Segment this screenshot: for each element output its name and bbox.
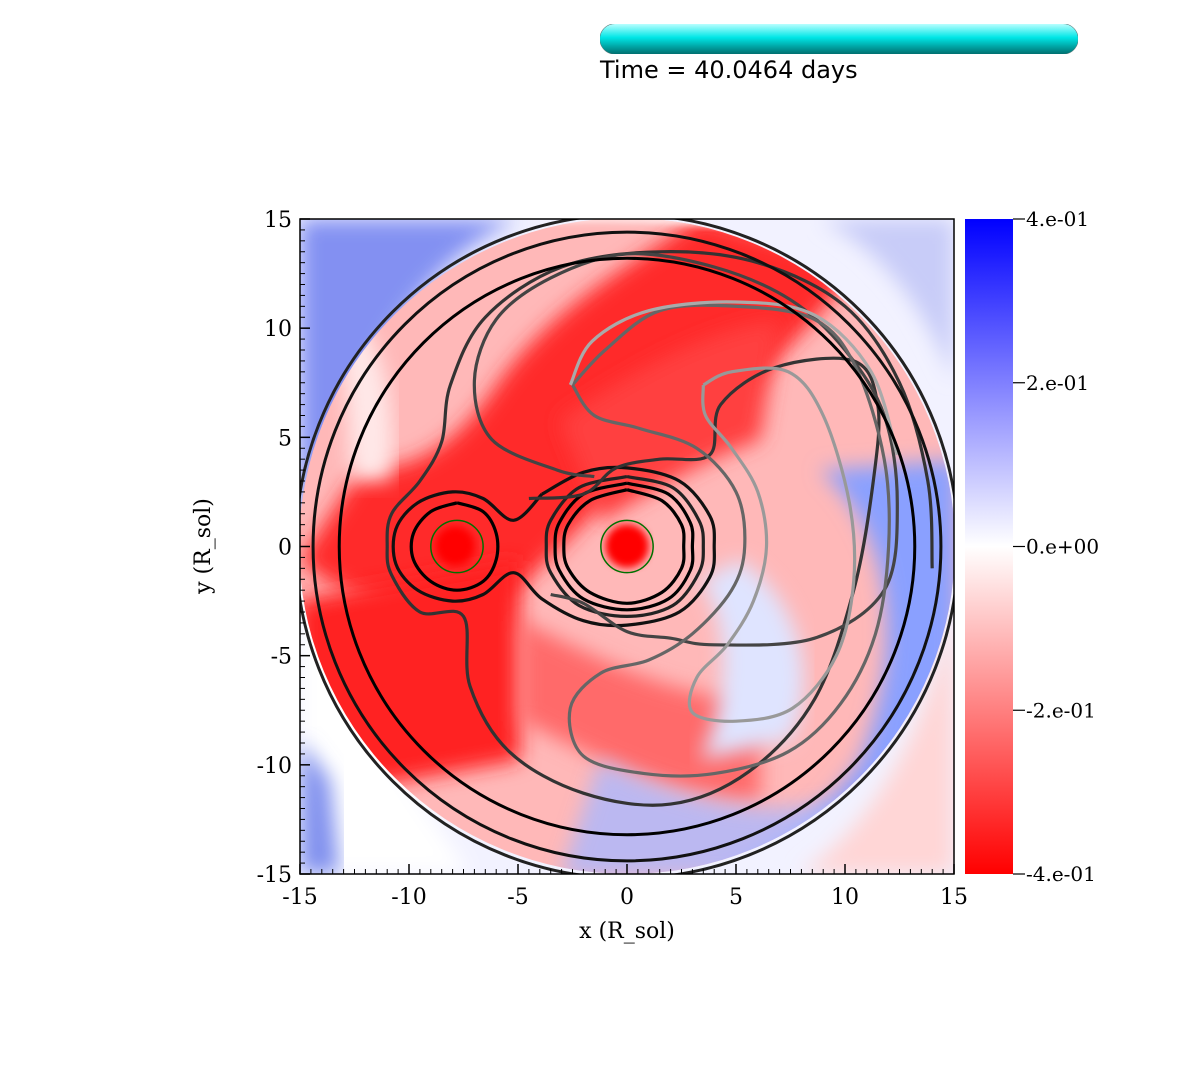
outer-contour: [311, 230, 943, 863]
x-tick-label: -15: [282, 885, 317, 910]
star-markers: [430, 519, 654, 574]
colorbar-tick-label: -4.e-01: [1026, 862, 1096, 886]
outer-contour: [337, 256, 917, 837]
star-primary: [600, 519, 654, 574]
x-tick-label: 0: [620, 885, 634, 910]
contour-line: [391, 465, 716, 628]
x-axis-label: x (R_sol): [579, 919, 675, 944]
y-tick-label: 5: [278, 426, 292, 451]
star-companion: [430, 519, 484, 574]
time-label: Time = 40.0464 days: [600, 56, 858, 84]
y-tick-label: 0: [278, 536, 292, 561]
contour-line: [562, 488, 686, 605]
y-axis: -15 -10 -5 0 5 10 15: [257, 208, 310, 888]
colorbar: 4.e-01 2.e-01 0.e+00 -2.e-01 -4.e-01: [965, 207, 1099, 886]
x-tick-label: 10: [831, 885, 859, 910]
colorbar-tick-label: 2.e-01: [1026, 371, 1089, 395]
y-tick-label: -5: [271, 645, 292, 670]
contour-lines: [300, 219, 954, 874]
colorbar-gradient: [965, 219, 1013, 874]
colorbar-tick-label: 4.e-01: [1026, 207, 1089, 231]
y-tick-label: 15: [264, 208, 292, 233]
progress-fill: [600, 24, 1078, 54]
contour-line: [687, 366, 857, 723]
colorbar-tick-label: -2.e-01: [1026, 698, 1096, 722]
y-tick-label: -15: [257, 863, 292, 888]
y-tick-label: -10: [257, 754, 292, 779]
x-tick-label: -10: [391, 885, 426, 910]
contour-line: [553, 481, 695, 612]
time-progress-bar: [600, 24, 1078, 54]
x-tick-label: 15: [940, 885, 968, 910]
x-tick-label: 5: [729, 885, 743, 910]
y-tick-label: 10: [264, 317, 292, 342]
y-axis-label: y (R_sol): [191, 498, 216, 595]
x-tick-label: -5: [507, 885, 528, 910]
contour-line: [409, 501, 500, 592]
colorbar-tick-label: 0.e+00: [1026, 535, 1099, 559]
contour-line: [568, 300, 899, 456]
heatmap-field: [300, 219, 954, 874]
contour-line: [567, 303, 891, 778]
contour-line: [544, 475, 705, 618]
x-axis: -15 -10 -5 0 5 10 15: [282, 864, 968, 910]
